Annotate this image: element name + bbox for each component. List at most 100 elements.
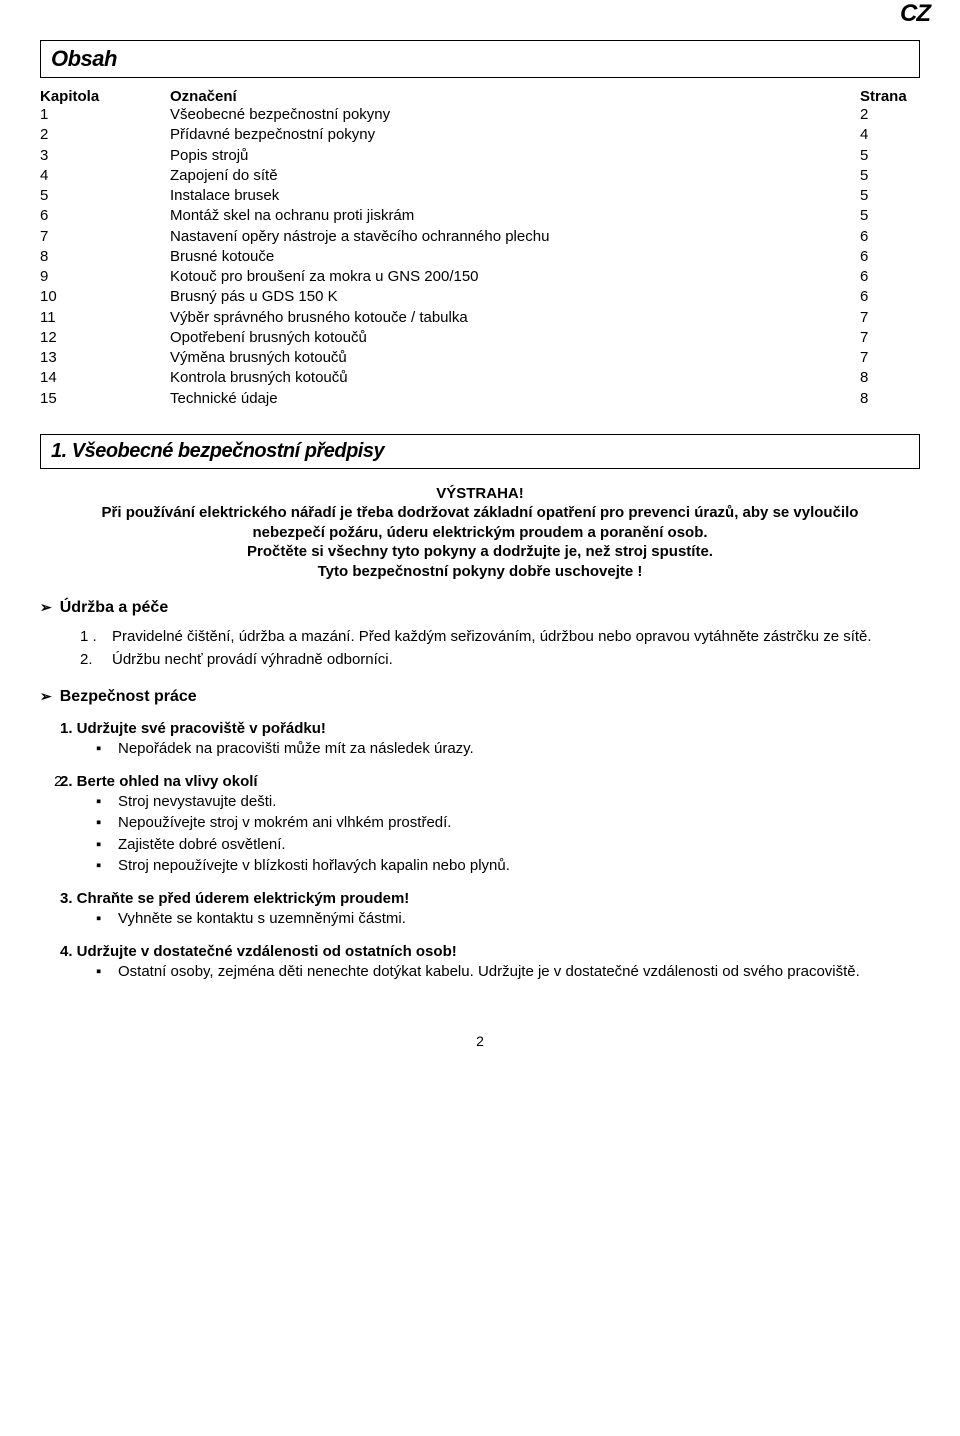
toc-row: 13Výměna brusných kotoučů7 — [40, 348, 920, 368]
toc-chapter: 10 — [40, 287, 170, 307]
bullet-icon: ▪ — [96, 835, 118, 855]
warning-line1: Při používání elektrického nářadí je tře… — [100, 503, 860, 542]
bullet-text: Ostatní osoby, zejména děti nenechte dot… — [118, 962, 920, 982]
toc-row: 5Instalace brusek5 — [40, 186, 920, 206]
toc-col-chapter: Kapitola — [40, 88, 170, 105]
toc-page: 7 — [860, 348, 920, 368]
bullet-text: Nepořádek na pracovišti může mít za násl… — [118, 739, 920, 759]
toc-label: Nastavení opěry nástroje a stavěcího och… — [170, 227, 860, 247]
toc-page: 5 — [860, 146, 920, 166]
toc-chapter: 11 — [40, 308, 170, 328]
warning-block: VÝSTRAHA! Při používání elektrického nář… — [100, 484, 860, 582]
toc-label: Popis strojů — [170, 146, 860, 166]
item-text: Údržbu nechť provádí výhradně odborníci. — [112, 650, 920, 670]
toc-label: Brusné kotouče — [170, 247, 860, 267]
toc-label: Instalace brusek — [170, 186, 860, 206]
safety-group: 4. Udržujte v dostatečné vzdálenosti od … — [40, 943, 920, 982]
toc-row: 4Zapojení do sítě5 — [40, 166, 920, 186]
toc-label: Výběr správného brusného kotouče / tabul… — [170, 308, 860, 328]
toc-chapter: 15 — [40, 389, 170, 409]
toc-label: Výměna brusných kotoučů — [170, 348, 860, 368]
item-text: Pravidelné čištění, údržba a mazání. Pře… — [112, 627, 920, 647]
toc-chapter: 5 — [40, 186, 170, 206]
toc-row: 1Všeobecné bezpečnostní pokyny2 — [40, 105, 920, 125]
safety-group-head: 1. Udržujte své pracoviště v pořádku! — [60, 720, 920, 737]
list-item: 1 .Pravidelné čištění, údržba a mazání. … — [80, 627, 920, 647]
warning-line2: Pročtěte si všechny tyto pokyny a dodržu… — [100, 542, 860, 562]
toc-chapter: 14 — [40, 368, 170, 388]
toc-page: 5 — [860, 186, 920, 206]
toc-page: 2 — [860, 105, 920, 125]
margin-number: 2 — [54, 773, 62, 790]
toc-chapter: 7 — [40, 227, 170, 247]
toc-row: 9Kotouč pro broušení za mokra u GNS 200/… — [40, 267, 920, 287]
bullet-icon: ▪ — [96, 813, 118, 833]
toc-row: 14Kontrola brusných kotoučů8 — [40, 368, 920, 388]
toc-label: Přídavné bezpečnostní pokyny — [170, 125, 860, 145]
toc-label: Kotouč pro broušení za mokra u GNS 200/1… — [170, 267, 860, 287]
toc-chapter: 9 — [40, 267, 170, 287]
toc-label: Technické údaje — [170, 389, 860, 409]
toc-page: 7 — [860, 308, 920, 328]
bullet-item: ▪Stroj nepoužívejte v blízkosti hořlavýc… — [96, 856, 920, 876]
page-number: 2 — [40, 1033, 920, 1049]
language-tag: CZ — [900, 0, 930, 28]
bullet-text: Stroj nevystavujte dešti. — [118, 792, 920, 812]
toc-chapter: 13 — [40, 348, 170, 368]
toc-row: 10Brusný pás u GDS 150 K6 — [40, 287, 920, 307]
item-number: 2. — [80, 650, 112, 670]
bullet-item: ▪Vyhněte se kontaktu s uzemněnými částmi… — [96, 909, 920, 929]
toc-row: 8Brusné kotouče6 — [40, 247, 920, 267]
safety-group: 22. Berte ohled na vlivy okolí▪Stroj nev… — [40, 773, 920, 876]
toc-label: Kontrola brusných kotoučů — [170, 368, 860, 388]
toc-chapter: 8 — [40, 247, 170, 267]
safety-heading: Bezpečnost práce — [40, 688, 920, 706]
toc-chapter: 2 — [40, 125, 170, 145]
toc-row: 2Přídavné bezpečnostní pokyny4 — [40, 125, 920, 145]
bullet-item: ▪Stroj nevystavujte dešti. — [96, 792, 920, 812]
bullet-icon: ▪ — [96, 739, 118, 759]
toc-chapter: 6 — [40, 206, 170, 226]
toc-chapter: 3 — [40, 146, 170, 166]
toc-row: 15Technické údaje8 — [40, 389, 920, 409]
toc-title: Obsah — [40, 40, 920, 78]
bullet-item: ▪Zajistěte dobré osvětlení. — [96, 835, 920, 855]
toc-page: 6 — [860, 267, 920, 287]
bullet-text: Zajistěte dobré osvětlení. — [118, 835, 920, 855]
item-number: 1 . — [80, 627, 112, 647]
toc-chapter: 1 — [40, 105, 170, 125]
bullet-icon: ▪ — [96, 856, 118, 876]
bullet-item: ▪Nepoužívejte stroj v mokrém ani vlhkém … — [96, 813, 920, 833]
toc-row: 11Výběr správného brusného kotouče / tab… — [40, 308, 920, 328]
toc-page: 7 — [860, 328, 920, 348]
bullet-icon: ▪ — [96, 792, 118, 812]
safety-group: 1. Udržujte své pracoviště v pořádku! ▪Ne… — [40, 720, 920, 759]
bullet-text: Vyhněte se kontaktu s uzemněnými částmi. — [118, 909, 920, 929]
toc-page: 6 — [860, 287, 920, 307]
toc-chapter: 12 — [40, 328, 170, 348]
toc-header-row: Kapitola Označení Strana — [40, 88, 920, 105]
safety-group-head: 3. Chraňte se před úderem elektrickým pr… — [60, 890, 920, 907]
toc-row: 7Nastavení opěry nástroje a stavěcího oc… — [40, 227, 920, 247]
safety-group: 3. Chraňte se před úderem elektrickým pr… — [40, 890, 920, 929]
toc-col-label: Označení — [170, 88, 860, 105]
toc-label: Brusný pás u GDS 150 K — [170, 287, 860, 307]
toc-row: 12Opotřebení brusných kotoučů7 — [40, 328, 920, 348]
toc-label: Zapojení do sítě — [170, 166, 860, 186]
bullet-icon: ▪ — [96, 909, 118, 929]
toc-label: Montáž skel na ochranu proti jiskrám — [170, 206, 860, 226]
safety-group-head: 4. Udržujte v dostatečné vzdálenosti od … — [60, 943, 920, 960]
toc-page: 6 — [860, 247, 920, 267]
toc-chapter: 4 — [40, 166, 170, 186]
maintenance-heading: Údržba a péče — [40, 599, 920, 617]
bullet-text: Stroj nepoužívejte v blízkosti hořlavých… — [118, 856, 920, 876]
bullet-item: ▪Ostatní osoby, zejména děti nenechte do… — [96, 962, 920, 982]
toc-page: 8 — [860, 368, 920, 388]
toc-page: 8 — [860, 389, 920, 409]
safety-group-head: 2. Berte ohled na vlivy okolí — [60, 773, 920, 790]
toc-label: Všeobecné bezpečnostní pokyny — [170, 105, 860, 125]
toc-page: 5 — [860, 166, 920, 186]
section-1-title: 1. Všeobecné bezpečnostní předpisy — [40, 434, 920, 469]
warning-line3: Tyto bezpečnostní pokyny dobře uschovejt… — [100, 562, 860, 582]
bullet-item: ▪Nepořádek na pracovišti může mít za nás… — [96, 739, 920, 759]
